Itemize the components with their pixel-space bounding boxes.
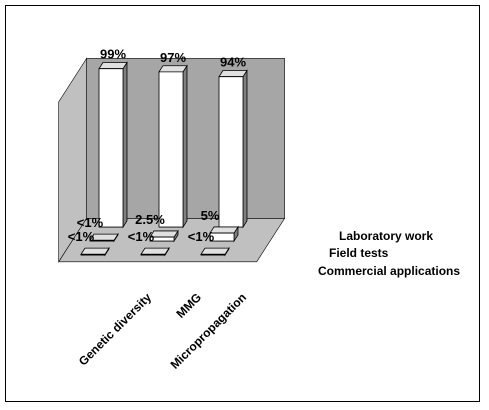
value-label-field-tests-mmg: 2.5% [135,212,165,227]
bar-commercial-applications-mmg [140,246,170,257]
category-genetic-diversity: Genetic diversity [76,290,155,369]
bar-front [218,76,244,228]
legend-field-tests: Field tests [329,246,389,260]
bar-laboratory-work-mmg [158,64,188,229]
category-micropropagation: Micropropagation [168,290,250,372]
value-label-field-tests-genetic-diversity: <1% [77,215,104,230]
bar-front [209,232,235,242]
bar-top [140,247,170,255]
value-label-laboratory-work-genetic-diversity: 99% [100,47,126,62]
bar-front [158,71,184,228]
value-labels: 99% 97% 94%<1% 2.5% 5%<1% <1% <1% [68,47,247,245]
bar-field-tests-genetic-diversity [89,232,119,243]
bar-top [209,226,239,234]
bar-side [122,61,128,229]
value-label-commercial-applications-genetic-diversity: <1% [68,229,95,244]
bar-laboratory-work-micropropagation [218,69,248,229]
bar-front [149,236,175,242]
value-label-commercial-applications-mmg: <1% [128,229,155,244]
bar-commercial-applications-genetic-diversity [80,246,110,257]
bar-side [242,69,248,229]
bar-front [140,253,166,256]
value-label-commercial-applications-micropropagation: <1% [188,229,215,244]
category-mmg: MMG [173,290,204,321]
bar-top [149,230,179,238]
bar-top [98,62,128,70]
bar-laboratory-work-genetic-diversity [98,61,128,229]
bar-front [80,253,106,256]
value-label-laboratory-work-micropropagation: 94% [220,55,246,70]
bar-front [89,239,115,242]
bar-field-tests-micropropagation [209,225,239,243]
bar-front [200,253,226,256]
bar-top [158,65,188,73]
bar-commercial-applications-micropropagation [200,246,230,257]
bar-field-tests-mmg [149,229,179,243]
bars [80,61,248,257]
legend-laboratory-work: Laboratory work [339,229,433,243]
bar-front [98,68,124,228]
value-label-field-tests-micropropagation: 5% [201,208,220,223]
legend-commercial-applications: Commercial applications [318,264,460,278]
bar-top [218,70,248,78]
bar-side [182,64,188,229]
bar-top [89,233,119,241]
bar-top [200,247,230,255]
bar-top [80,247,110,255]
value-label-laboratory-work-mmg: 97% [160,50,186,65]
